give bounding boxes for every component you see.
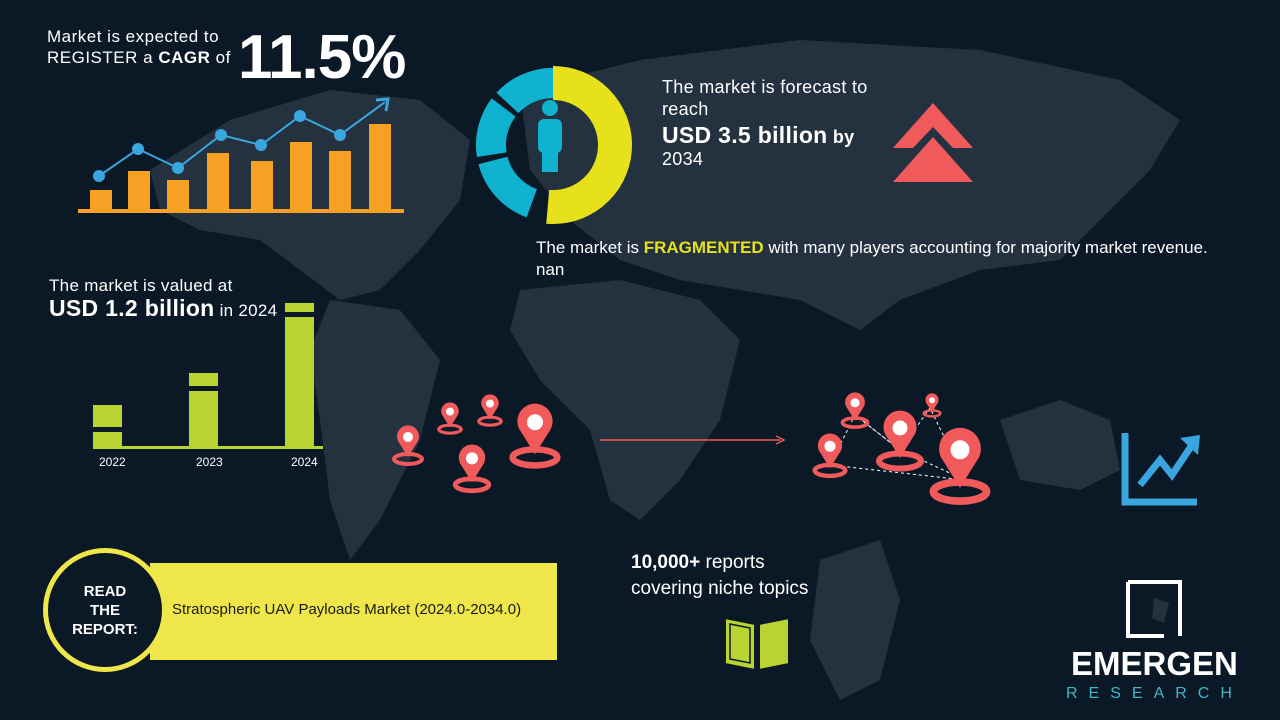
forecast-year: 2034 xyxy=(662,149,704,169)
valued-amount: USD 1.2 billion xyxy=(49,295,215,321)
location-pins-network-icon xyxy=(392,390,1020,510)
frag-post: with many players accounting for majorit… xyxy=(536,238,1208,279)
cagr-bold: CAGR xyxy=(158,48,211,67)
double-chevron-up-icon xyxy=(893,103,973,182)
frag-highlight: FRAGMENTED xyxy=(643,238,764,257)
growth-chart-icon xyxy=(78,97,404,213)
logo-name: EMERGEN xyxy=(1071,645,1238,682)
read-label-3: REPORT: xyxy=(72,620,138,638)
read-report-circle[interactable]: READ THE REPORT: xyxy=(43,548,167,672)
forecast-line1: The market is forecast to reach xyxy=(662,77,868,119)
value-bar-chart xyxy=(93,303,323,449)
read-label-1: READ xyxy=(83,582,127,600)
year-label-2022: 2022 xyxy=(99,455,126,469)
bar-2023 xyxy=(189,373,218,448)
frag-pre: The market is xyxy=(536,238,639,257)
forecast-amount: USD 3.5 billion xyxy=(662,122,828,148)
valued-line1: The market is valued at xyxy=(49,276,233,295)
forecast-by: by xyxy=(832,127,855,147)
report-title[interactable]: Stratospheric UAV Payloads Market (2024.… xyxy=(172,601,522,618)
valued-post: in 2024 xyxy=(219,301,278,320)
reports-line1: reports xyxy=(705,552,765,573)
valued-text: The market is valued at USD 1.2 billion … xyxy=(49,275,277,322)
bar-2022 xyxy=(93,405,122,448)
emergen-logo: EMERGEN RESEARCH xyxy=(1066,578,1243,703)
cagr-line2-post: of xyxy=(215,48,231,67)
baseline xyxy=(93,446,323,449)
donut-person-icon xyxy=(474,66,632,224)
cagr-line1: Market is expected to xyxy=(47,27,220,46)
year-label-2024: 2024 xyxy=(291,455,318,469)
reports-text: 10,000+ reports covering niche topics xyxy=(631,550,808,602)
open-book-icon xyxy=(724,616,790,672)
cagr-text: Market is expected to REGISTER a CAGR of xyxy=(47,26,231,68)
fragmented-text: The market is FRAGMENTED with many playe… xyxy=(536,237,1216,281)
year-label-2023: 2023 xyxy=(196,455,223,469)
read-label-2: THE xyxy=(90,601,120,619)
bar-2024 xyxy=(285,303,314,448)
logo-sub: RESEARCH xyxy=(1066,685,1243,702)
reports-line2: covering niche topics xyxy=(631,578,809,599)
cagr-value: 11.5% xyxy=(238,23,406,92)
logo-mark-icon xyxy=(1126,580,1183,638)
forecast-text: The market is forecast to reach USD 3.5 … xyxy=(662,76,892,170)
reports-count: 10,000+ xyxy=(631,552,701,573)
trend-up-icon xyxy=(1121,433,1200,506)
cagr-line2-pre: REGISTER a xyxy=(47,48,154,67)
report-title-banner[interactable]: Stratospheric UAV Payloads Market (2024.… xyxy=(150,563,557,660)
